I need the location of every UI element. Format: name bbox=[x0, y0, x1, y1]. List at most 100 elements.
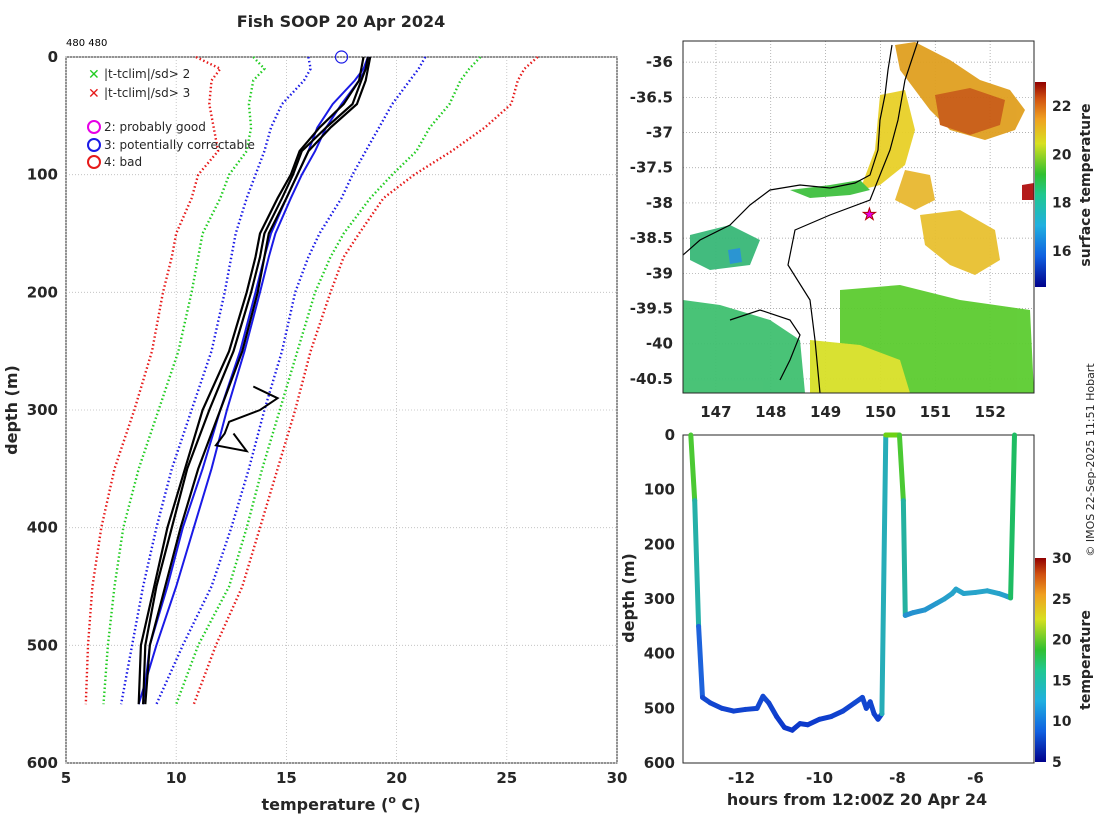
temperature-colorbar bbox=[1035, 558, 1046, 762]
sst-south-yellow bbox=[810, 340, 910, 393]
legend-cross-red-icon: ✕ bbox=[88, 86, 100, 102]
time-y-tick-label: 400 bbox=[644, 645, 675, 663]
map-lon-tick-label: 150 bbox=[865, 403, 896, 421]
time-depth-x-axis-label: hours from 12:00Z 20 Apr 24 bbox=[727, 790, 987, 809]
profile-y-tick-label: 300 bbox=[27, 401, 58, 419]
time-y-tick-label: 300 bbox=[644, 590, 675, 608]
sst-colorbar-tick-label: 16 bbox=[1052, 244, 1071, 260]
copyright-label: © IMOS 22-Sep-2025 11:51 Hobart bbox=[1084, 363, 1097, 557]
time-y-tick-label: 500 bbox=[644, 699, 675, 717]
depth-trace-segment bbox=[900, 498, 908, 618]
legend-circle-magenta-icon bbox=[87, 120, 101, 134]
time-x-tick-label: -8 bbox=[889, 769, 906, 787]
depth-trace-segment bbox=[896, 432, 906, 504]
map-lat-tick-label: -37.5 bbox=[630, 159, 673, 177]
map-lon-tick-label: 152 bbox=[974, 403, 1005, 421]
map-lat-tick-label: -36 bbox=[646, 53, 673, 71]
time-depth-ticks: -12 -10 -8 -6 0 100 200 300 400 500 600 bbox=[644, 426, 984, 787]
profile-x-tick-label: 20 bbox=[386, 769, 407, 787]
map-frame bbox=[682, 40, 1035, 394]
surface-flag-marker-icon bbox=[334, 50, 349, 64]
profile-y-tick-label: 600 bbox=[27, 754, 58, 772]
sst-colorbar-tick-label: 18 bbox=[1052, 196, 1071, 212]
temperature-colorbar-tick-label: 30 bbox=[1052, 551, 1072, 567]
series-sd1_hi bbox=[155, 56, 427, 705]
sst-east-orange bbox=[920, 210, 1000, 275]
depth-trace-segment bbox=[696, 623, 705, 700]
profile-y-tick-label: 400 bbox=[27, 519, 58, 537]
temperature-colorbar-ticks: 5 10 15 20 25 30 bbox=[1052, 551, 1072, 771]
map-lat-tick-label: -38 bbox=[646, 194, 673, 212]
series-sd1_lo bbox=[119, 56, 312, 705]
temperature-colorbar-tick-label: 15 bbox=[1052, 673, 1071, 689]
map-lat-tick-label: -39.5 bbox=[630, 300, 673, 318]
map-content: ★ bbox=[683, 41, 1034, 393]
sst-cool-spot bbox=[728, 248, 742, 264]
profile-y-tick-label: 0 bbox=[48, 48, 58, 66]
sst-hot-core bbox=[935, 88, 1005, 135]
map-lat-tick-label: -38.5 bbox=[630, 229, 673, 247]
legend-label-probably-good: 2: probably good bbox=[104, 120, 206, 134]
time-depth-frame bbox=[682, 434, 1035, 764]
time-y-tick-label: 600 bbox=[644, 754, 675, 772]
legend-label-sd3: |t-tclim|/sd> 3 bbox=[104, 86, 190, 100]
profile-series bbox=[84, 50, 539, 705]
temperature-colorbar-tick-label: 25 bbox=[1052, 592, 1071, 608]
sst-colorbar bbox=[1035, 82, 1046, 287]
map-lon-tick-label: 149 bbox=[810, 403, 841, 421]
map-lat-tick-label: -39 bbox=[646, 264, 673, 282]
profile-legend: ✕ |t-tclim|/sd> 2 ✕ |t-tclim|/sd> 3 2: p… bbox=[87, 67, 255, 169]
ship-position-marker-icon: ★ bbox=[862, 204, 876, 223]
depth-trace-segment bbox=[688, 432, 698, 504]
profile-y-tick-label: 100 bbox=[27, 166, 58, 184]
profile-x-axis-label: temperature (o C) bbox=[261, 793, 420, 814]
profile-y-axis-label: depth (m) bbox=[2, 365, 21, 455]
temperature-colorbar-tick-label: 10 bbox=[1052, 714, 1072, 730]
profile-id-label: 480 480 bbox=[66, 38, 107, 49]
profile-x-tick-label: 10 bbox=[166, 769, 187, 787]
temperature-colorbar-tick-label: 5 bbox=[1052, 755, 1062, 771]
series-clim_mean_a bbox=[137, 56, 372, 705]
profile-x-tick-label: 30 bbox=[607, 769, 628, 787]
time-x-tick-label: -12 bbox=[728, 769, 755, 787]
legend-cross-green-icon: ✕ bbox=[88, 67, 100, 83]
map-lon-tick-label: 151 bbox=[920, 403, 951, 421]
depth-trace-segment bbox=[879, 432, 889, 717]
profile-y-tick-label: 200 bbox=[27, 283, 58, 301]
temperature-colorbar-label: temperature bbox=[1078, 610, 1094, 710]
series-profile_3 bbox=[137, 56, 365, 705]
profile-y-tick-label: 500 bbox=[27, 636, 58, 654]
map-lat-tick-label: -40 bbox=[646, 335, 673, 353]
time-depth-series bbox=[688, 432, 1017, 733]
legend-circle-blue-icon bbox=[87, 138, 101, 152]
sst-colorbar-tick-label: 20 bbox=[1052, 147, 1072, 163]
series-sd3_lo bbox=[84, 55, 223, 705]
depth-trace-segment bbox=[692, 498, 702, 629]
series-profile_2 bbox=[142, 56, 369, 705]
legend-circle-red-icon bbox=[87, 155, 101, 169]
time-x-tick-label: -10 bbox=[806, 769, 833, 787]
map-lat-tick-label: -36.5 bbox=[630, 88, 673, 106]
time-y-tick-label: 100 bbox=[644, 481, 675, 499]
profile-excursion-line bbox=[214, 385, 280, 453]
profile-x-tick-label: 15 bbox=[276, 769, 297, 787]
coastline-victoria-nsw bbox=[683, 44, 893, 256]
sst-colorbar-label: surface temperature bbox=[1078, 103, 1094, 266]
map-lat-tick-label: -40.5 bbox=[630, 370, 673, 388]
depth-trace-segment bbox=[766, 700, 780, 720]
time-y-tick-label: 0 bbox=[665, 426, 675, 444]
map-lon-tick-label: 148 bbox=[755, 403, 786, 421]
legend-label-sd2: |t-tclim|/sd> 2 bbox=[104, 67, 190, 81]
legend-label-potentially-correctable: 3: potentially correctable bbox=[104, 138, 255, 152]
series-sd2_hi bbox=[175, 56, 482, 705]
series-profile_1 bbox=[144, 56, 372, 705]
depth-trace-segment bbox=[1008, 432, 1017, 601]
sst-mid-orange bbox=[895, 170, 935, 210]
sst-colorbar-tick-label: 22 bbox=[1052, 99, 1071, 115]
profile-x-tick-label: 5 bbox=[61, 769, 71, 787]
sst-colorbar-ticks: 16 18 20 22 bbox=[1052, 99, 1072, 260]
map-ticks: 147 148 149 150 151 152 -36 -36.5 -37 -37.5 -38 -38… bbox=[630, 53, 1006, 421]
